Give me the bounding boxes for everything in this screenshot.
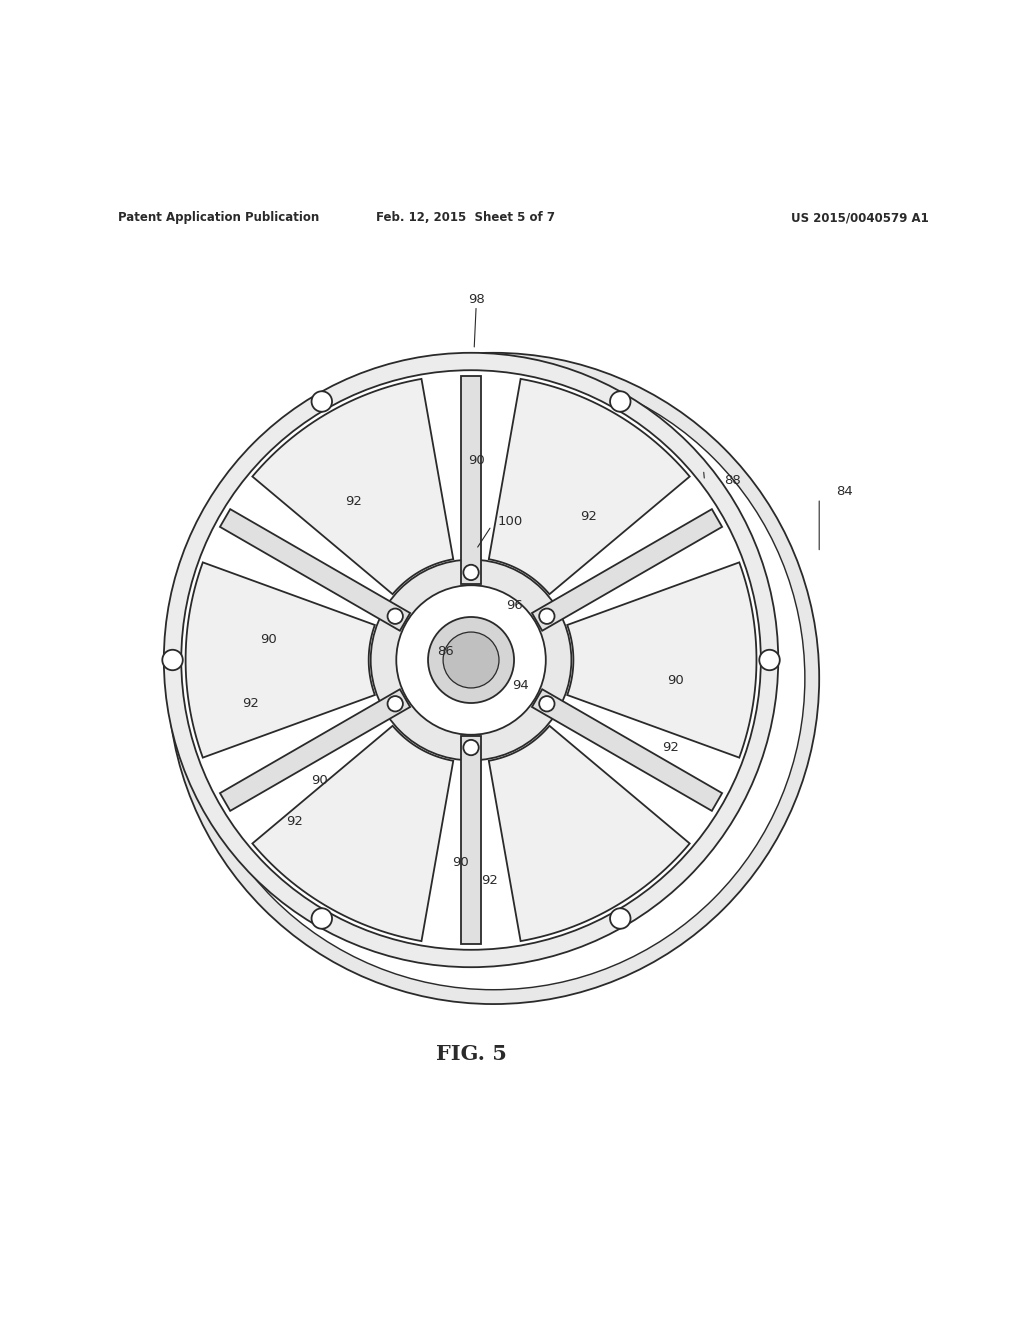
Polygon shape (567, 562, 757, 758)
Text: Feb. 12, 2015  Sheet 5 of 7: Feb. 12, 2015 Sheet 5 of 7 (377, 211, 555, 224)
Text: 98: 98 (468, 293, 484, 306)
Text: 92: 92 (663, 741, 679, 754)
Text: 90: 90 (260, 634, 276, 645)
Text: 92: 92 (581, 510, 597, 523)
Text: 94: 94 (512, 678, 528, 692)
Text: 90: 90 (668, 675, 684, 686)
Text: 100: 100 (498, 515, 522, 528)
Polygon shape (252, 726, 454, 941)
Polygon shape (252, 379, 454, 594)
Circle shape (428, 616, 514, 704)
Polygon shape (488, 379, 690, 594)
Circle shape (168, 352, 819, 1005)
Circle shape (387, 609, 402, 624)
Polygon shape (531, 689, 722, 810)
Circle shape (311, 391, 332, 412)
Polygon shape (488, 726, 690, 941)
Polygon shape (531, 510, 722, 631)
Circle shape (463, 741, 479, 755)
Circle shape (540, 609, 555, 624)
Circle shape (396, 585, 546, 735)
Circle shape (540, 696, 555, 711)
Circle shape (181, 370, 761, 950)
Polygon shape (185, 562, 375, 758)
Circle shape (760, 649, 780, 671)
Polygon shape (220, 689, 411, 810)
Text: 92: 92 (243, 697, 259, 710)
Text: 96: 96 (506, 599, 522, 612)
Text: 92: 92 (481, 874, 498, 887)
Circle shape (463, 565, 479, 579)
Polygon shape (220, 510, 411, 631)
Circle shape (443, 632, 499, 688)
Circle shape (387, 696, 402, 711)
Polygon shape (461, 737, 481, 944)
Circle shape (610, 908, 631, 929)
Circle shape (163, 649, 183, 671)
Text: Patent Application Publication: Patent Application Publication (118, 211, 319, 224)
Text: 88: 88 (724, 474, 740, 487)
Text: 90: 90 (468, 454, 484, 467)
Circle shape (311, 908, 332, 929)
Text: 84: 84 (837, 484, 853, 498)
Circle shape (182, 367, 805, 990)
Text: FIG. 5: FIG. 5 (435, 1044, 507, 1064)
Text: 86: 86 (437, 645, 454, 659)
Circle shape (371, 560, 571, 760)
Text: 92: 92 (287, 816, 303, 828)
Circle shape (164, 352, 778, 968)
Text: 90: 90 (453, 857, 469, 870)
Text: 92: 92 (345, 495, 361, 508)
Circle shape (610, 391, 631, 412)
Text: 90: 90 (311, 775, 328, 787)
Text: US 2015/0040579 A1: US 2015/0040579 A1 (792, 211, 929, 224)
Polygon shape (461, 376, 481, 583)
